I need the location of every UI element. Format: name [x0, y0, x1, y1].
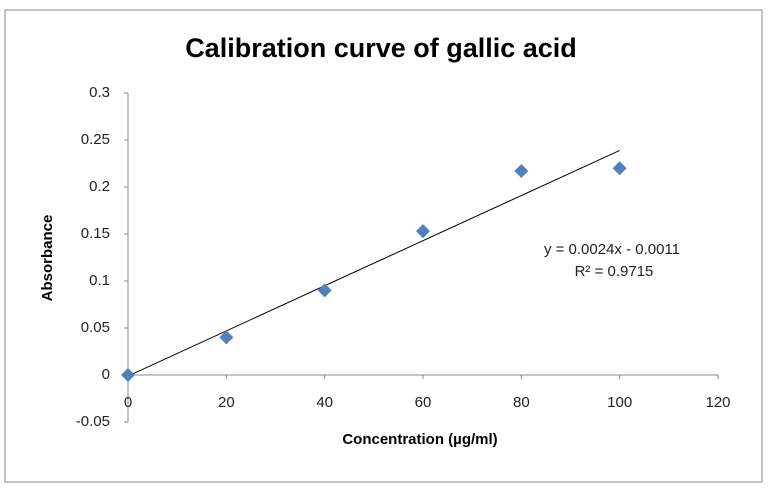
x-tick-label: 100 [607, 394, 632, 411]
equation-annotation: y = 0.0024x - 0.0011 [544, 241, 680, 258]
y-tick-label: 0.3 [89, 84, 110, 101]
r-squared-annotation: R² = 0.9715 [575, 263, 654, 280]
data-point [219, 330, 234, 345]
y-tick-label: 0.2 [89, 178, 110, 195]
data-point [612, 161, 627, 176]
y-tick-label: 0 [102, 366, 110, 383]
data-point [514, 164, 529, 179]
x-tick-label: 80 [513, 394, 530, 411]
y-axis-title: Absorbance [39, 215, 56, 302]
y-tick-label: 0.1 [89, 272, 110, 289]
x-tick-label: 40 [316, 394, 333, 411]
y-tick-label: 0.25 [81, 131, 110, 148]
trendline [127, 149, 620, 377]
y-tick-label: 0.05 [81, 319, 110, 336]
x-tick-label: 120 [705, 394, 730, 411]
chart-border [4, 9, 763, 483]
data-point [121, 368, 135, 382]
y-tick-label: -0.05 [76, 413, 110, 430]
data-point [416, 224, 430, 239]
x-tick-label: 0 [124, 394, 132, 411]
data-point [317, 283, 332, 298]
y-tick-label: 0.15 [81, 225, 110, 242]
x-axis-title: Concentration (µg/ml) [342, 431, 497, 448]
x-tick-label: 60 [415, 394, 432, 411]
x-tick-label: 20 [218, 394, 235, 411]
chart-title: Calibration curve of gallic acid [185, 33, 577, 63]
